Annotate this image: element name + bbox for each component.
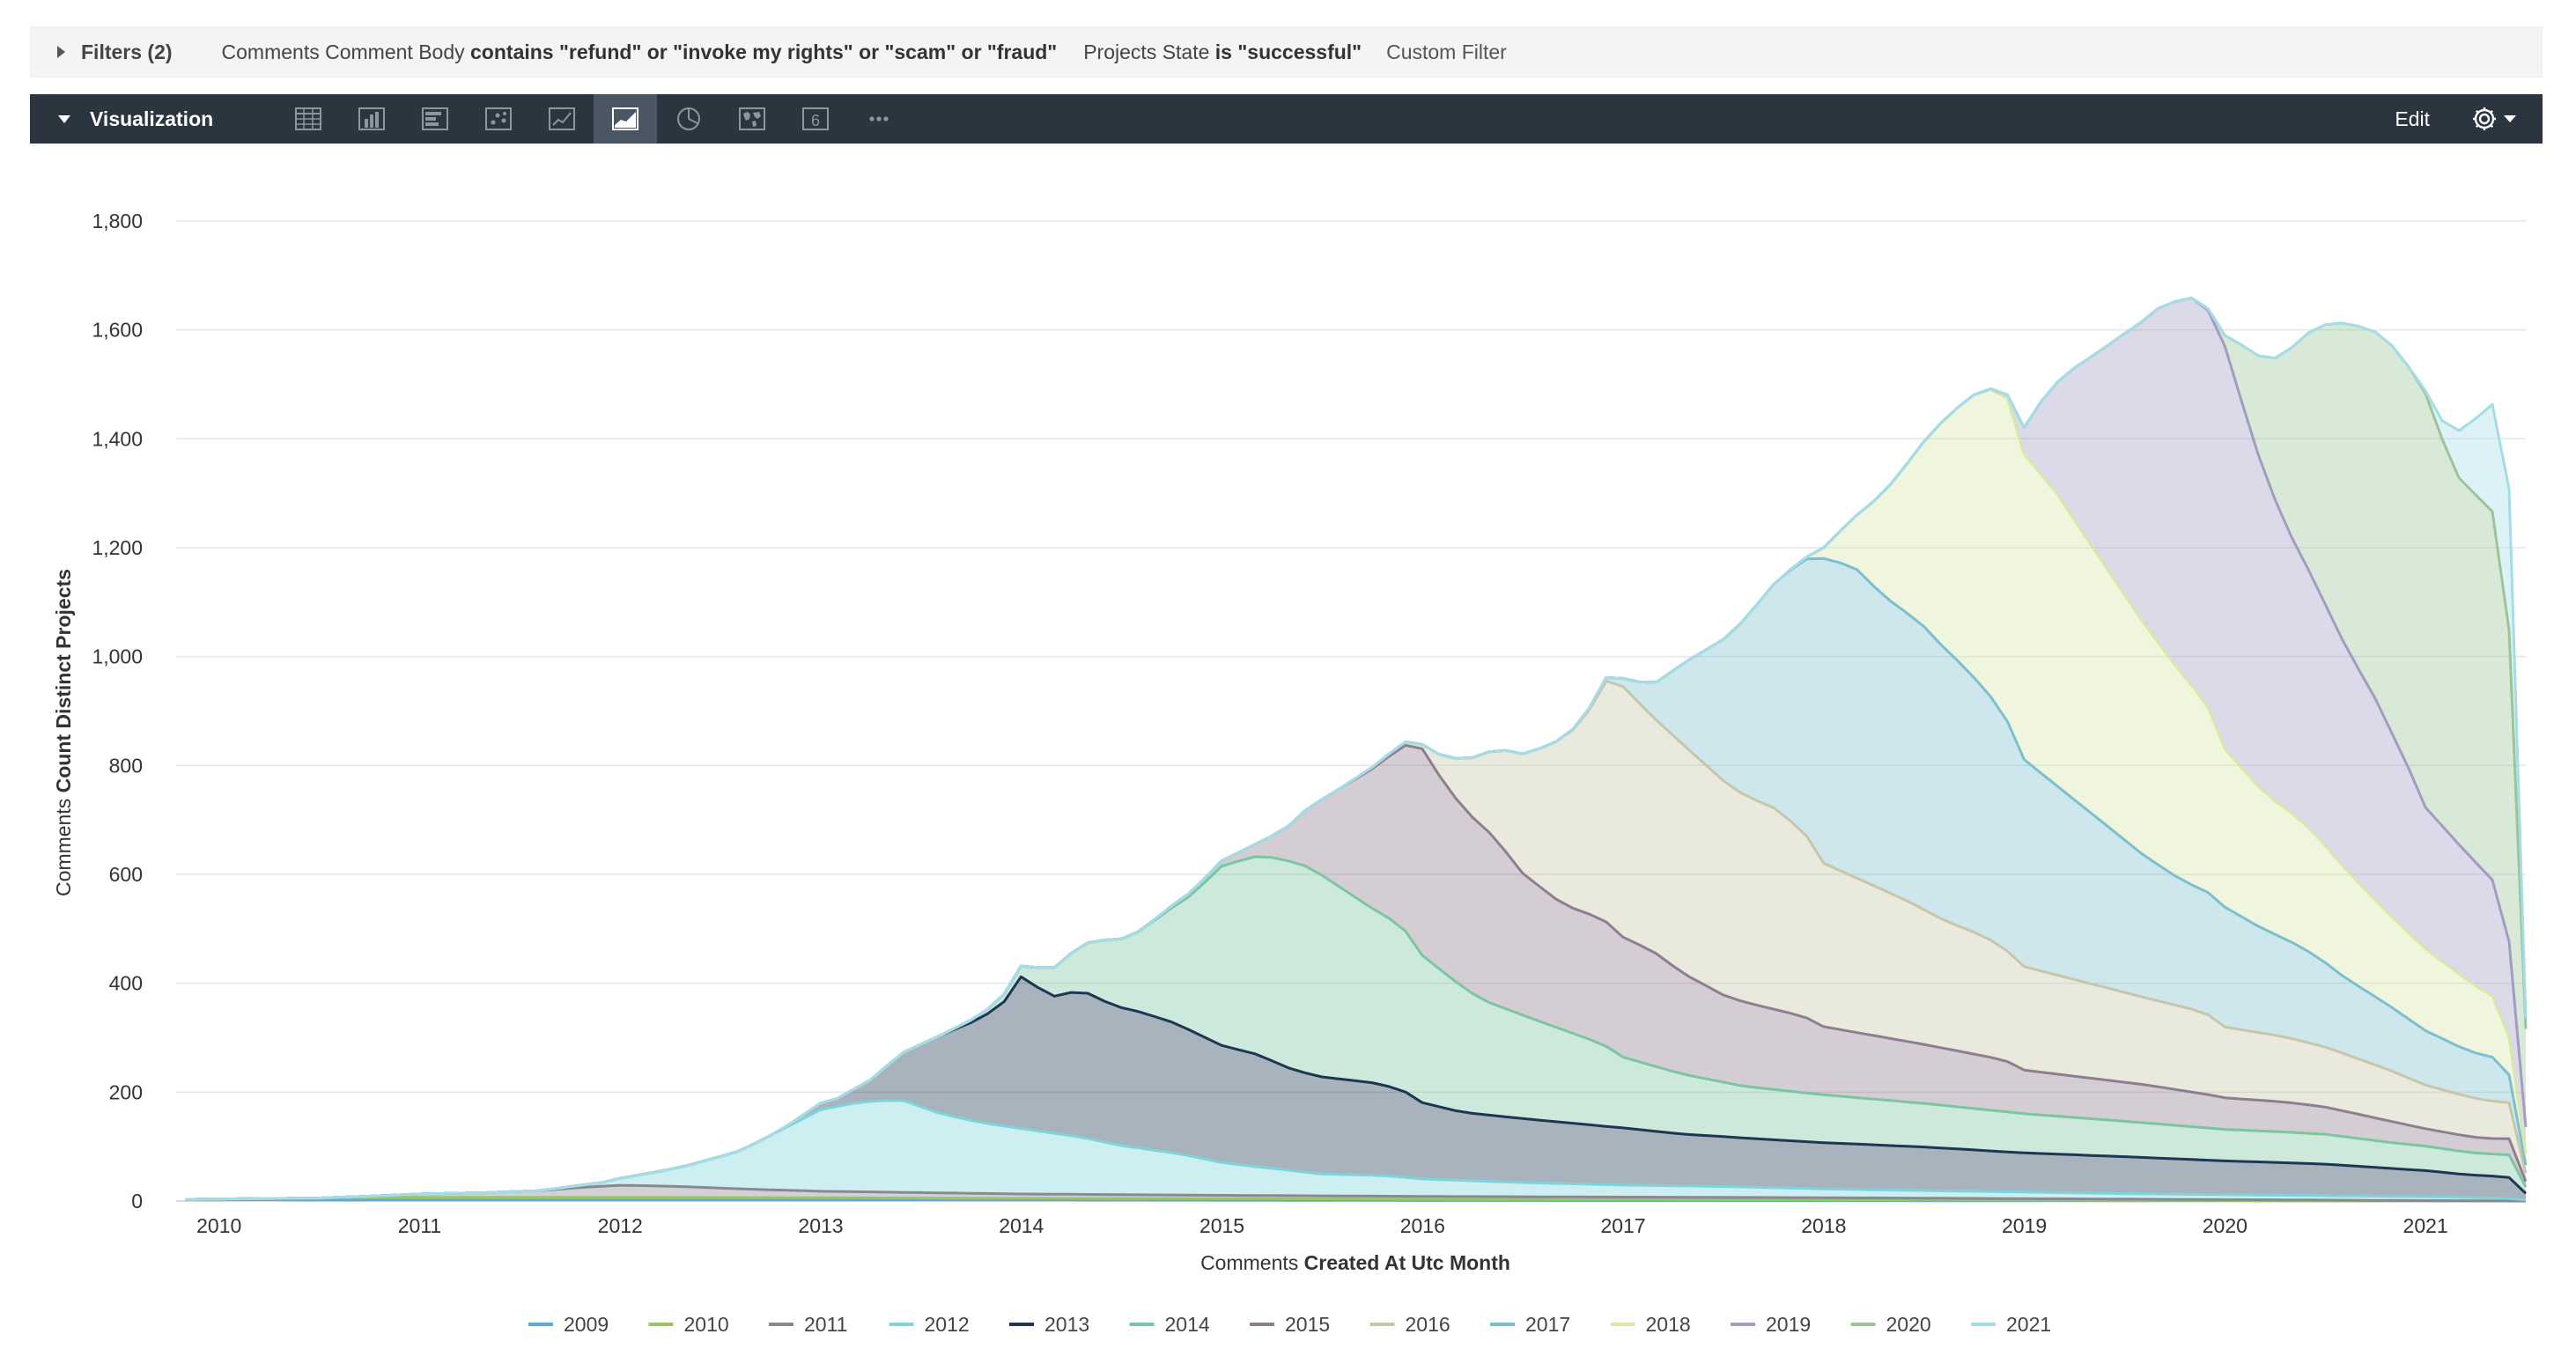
y-tick-label: 1,200 (92, 536, 143, 559)
visualization-actions: Edit (2395, 94, 2516, 144)
legend-label-2021[interactable]: 2021 (2006, 1313, 2051, 1336)
x-tick-label: 2016 (1400, 1214, 1445, 1237)
svg-text:6: 6 (811, 112, 820, 129)
y-tick-label: 1,400 (92, 427, 143, 450)
legend-label-2013[interactable]: 2013 (1044, 1313, 1089, 1336)
map-icon[interactable] (720, 94, 784, 144)
legend-label-2011[interactable]: 2011 (804, 1313, 847, 1336)
series-area-2012[interactable] (185, 1100, 2526, 1201)
column-chart-icon[interactable] (340, 94, 403, 144)
x-axis-title: Comments Created At Utc Month (1200, 1251, 1510, 1274)
y-tick-label: 200 (109, 1080, 143, 1103)
y-axis-ticks: 0 200 400 600 800 1,000 1,200 1,400 1,600 1,800 (92, 210, 143, 1213)
filters-title: Filters (2) (81, 40, 173, 63)
collapse-triangle-icon (58, 114, 70, 123)
series-areas (185, 298, 2526, 1201)
visualization-toggle[interactable]: Visualization (58, 107, 213, 131)
gear-icon (2473, 107, 2496, 130)
area-chart-icon[interactable] (594, 94, 657, 144)
y-tick-label: 1,000 (92, 645, 143, 668)
settings-button[interactable] (2470, 105, 2516, 133)
expand-triangle-icon (57, 46, 65, 58)
series-area-2013[interactable] (185, 977, 2526, 1200)
legend-label-2014[interactable]: 2014 (1165, 1313, 1210, 1336)
more-icon[interactable] (847, 94, 911, 144)
legend-label-2018[interactable]: 2018 (1646, 1313, 1691, 1336)
filters-toggle[interactable]: Filters (2) (57, 41, 173, 64)
x-axis-ticks: 2010 2011 2012 2013 2014 2015 2016 2017 2018 2019… (196, 1214, 2448, 1237)
legend-label-2020[interactable]: 2020 (1886, 1313, 1931, 1336)
series-lines (184, 296, 2528, 1203)
edit-button[interactable]: Edit (2395, 107, 2430, 130)
single-value-icon[interactable]: 6 (784, 94, 847, 144)
x-tick-label: 2011 (398, 1214, 441, 1237)
legend-label-2016[interactable]: 2016 (1406, 1313, 1450, 1336)
filter-operator: is (1214, 40, 1232, 63)
filter-chip-project-state[interactable]: Projects State is "successful" (1083, 41, 1362, 64)
legend-label-2009[interactable]: 2009 (564, 1313, 609, 1336)
series-line-2021 (184, 296, 2528, 1201)
series-area-2020[interactable] (185, 298, 2526, 1200)
series-area-2014[interactable] (185, 857, 2526, 1200)
series-area-2018[interactable] (185, 389, 2526, 1200)
filter-field: Comments Comment Body (221, 40, 465, 63)
custom-filter-link[interactable]: Custom Filter (1386, 40, 1507, 63)
y-tick-label: 0 (131, 1190, 143, 1213)
pie-chart-icon[interactable] (657, 94, 720, 144)
x-tick-label: 2018 (1801, 1214, 1846, 1237)
filter-operator: contains (470, 40, 554, 63)
y-tick-label: 600 (109, 863, 143, 886)
filter-value: "successful" (1237, 40, 1362, 63)
x-tick-label: 2010 (196, 1214, 241, 1237)
x-tick-label: 2014 (999, 1214, 1044, 1237)
x-tick-label: 2017 (1600, 1214, 1645, 1237)
x-tick-label: 2013 (798, 1214, 843, 1237)
legend-label-2019[interactable]: 2019 (1766, 1313, 1811, 1336)
legend-label-2010[interactable]: 2010 (684, 1313, 729, 1336)
x-tick-label: 2012 (598, 1214, 643, 1237)
x-tick-label: 2021 (2403, 1214, 2448, 1237)
legend-label-2012[interactable]: 2012 (925, 1313, 970, 1336)
y-tick-label: 1,800 (92, 210, 143, 232)
filter-chip-comment-body[interactable]: Comments Comment Body contains "refund" … (222, 41, 1058, 64)
y-tick-label: 800 (109, 754, 143, 777)
y-axis-title: Comments Count Distinct Projects (52, 569, 75, 896)
visualization-title: Visualization (90, 107, 214, 130)
series-line-2011 (184, 1183, 2527, 1203)
legend: 2009 2010 2011 2012 2013 2014 2015 2016 2017 2018… (528, 1313, 2051, 1336)
series-area-2017[interactable] (185, 558, 2526, 1200)
table-icon[interactable] (277, 94, 340, 144)
legend-label-2015[interactable]: 2015 (1285, 1313, 1330, 1336)
visualization-type-picker: 6 (277, 94, 911, 144)
scatter-icon[interactable] (467, 94, 530, 144)
chevron-down-icon (2504, 115, 2516, 122)
area-chart: 0 200 400 600 800 1,000 1,200 1,400 1,600 1,800 2… (52, 210, 2528, 1336)
series-area-2015[interactable] (185, 745, 2526, 1200)
y-tick-label: 400 (109, 972, 143, 995)
filter-value: "refund" or "invoke my rights" or "scam"… (558, 40, 1058, 63)
x-tick-label: 2019 (2002, 1214, 2047, 1237)
filters-bar: Filters (2) Comments Comment Body contai… (30, 26, 2543, 77)
visualization-toolbar: Visualization 6 (30, 94, 2543, 144)
line-chart-icon[interactable] (530, 94, 594, 144)
y-tick-label: 1,600 (92, 319, 143, 342)
filter-field: Projects State (1083, 40, 1210, 63)
x-tick-label: 2020 (2203, 1214, 2248, 1237)
x-tick-label: 2015 (1199, 1214, 1244, 1237)
bar-chart-icon[interactable] (403, 94, 467, 144)
legend-label-2017[interactable]: 2017 (1525, 1313, 1570, 1336)
